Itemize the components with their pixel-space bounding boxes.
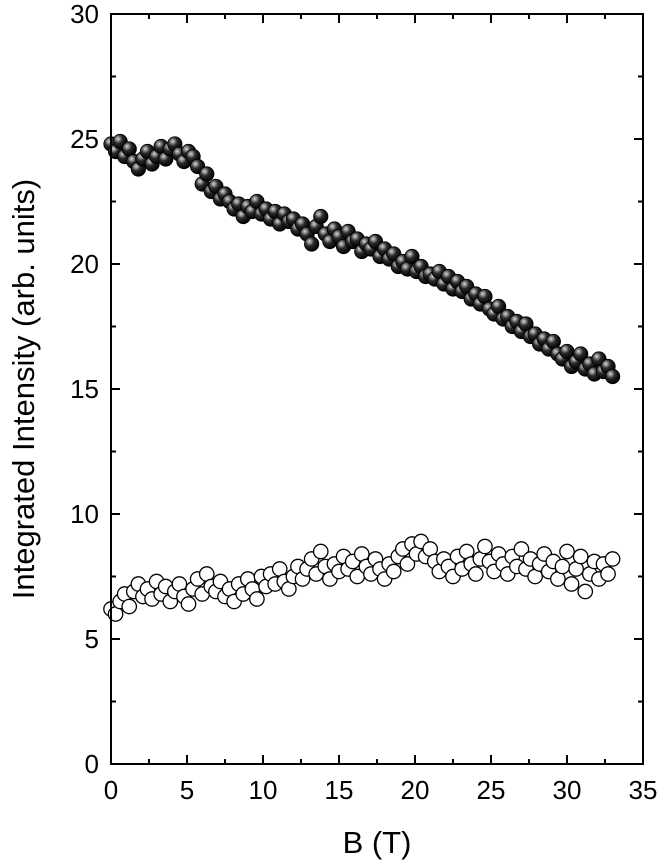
x-axis-title: B (T) <box>343 825 412 860</box>
open-data-point <box>572 548 589 565</box>
y-tick-label: 5 <box>85 624 99 654</box>
y-tick-label: 30 <box>70 0 99 29</box>
open-data-point <box>477 538 493 555</box>
open-data-point <box>385 563 402 580</box>
y-tick-label: 25 <box>70 124 99 154</box>
filled-data-point <box>199 166 215 182</box>
x-tick-label: 30 <box>553 775 582 805</box>
x-tick-label: 10 <box>249 775 278 805</box>
x-tick-label: 25 <box>477 775 506 805</box>
open-data-point <box>513 541 530 557</box>
series-1 <box>103 133 621 385</box>
x-tick-label: 35 <box>629 775 658 805</box>
open-data-point <box>467 566 484 582</box>
y-tick-label: 0 <box>85 749 99 779</box>
open-data-point <box>563 576 580 592</box>
data-points <box>103 133 621 622</box>
x-tick-label: 0 <box>104 775 118 805</box>
open-data-point <box>559 543 575 560</box>
x-tick-label: 15 <box>325 775 354 805</box>
filled-data-point <box>404 248 420 265</box>
filled-data-point <box>304 236 320 252</box>
open-data-point <box>604 551 621 567</box>
x-tick-label: 5 <box>180 775 194 805</box>
open-data-point <box>121 598 138 615</box>
series-2 <box>103 533 621 622</box>
open-data-point <box>249 591 265 607</box>
filled-data-point <box>604 368 621 385</box>
open-data-point <box>600 566 616 582</box>
x-tick-label: 20 <box>401 775 430 805</box>
open-data-point <box>554 558 571 575</box>
open-data-point <box>312 543 329 560</box>
filled-data-point <box>573 346 589 362</box>
y-tick-label: 20 <box>70 249 99 279</box>
axis-ticks <box>110 13 644 765</box>
axis-tick-labels: 0 5 10 15 20 25 30 35 0 5 10 15 20 25 30 <box>70 0 657 805</box>
open-data-point <box>577 583 594 600</box>
open-data-point <box>180 596 197 612</box>
filled-data-point <box>313 208 329 225</box>
y-tick-label: 15 <box>70 374 99 404</box>
y-tick-label: 10 <box>70 499 99 529</box>
plot-frame <box>110 13 644 765</box>
y-axis-title: Integrated Intensity (arb. units) <box>6 179 41 599</box>
open-data-point <box>399 556 416 572</box>
